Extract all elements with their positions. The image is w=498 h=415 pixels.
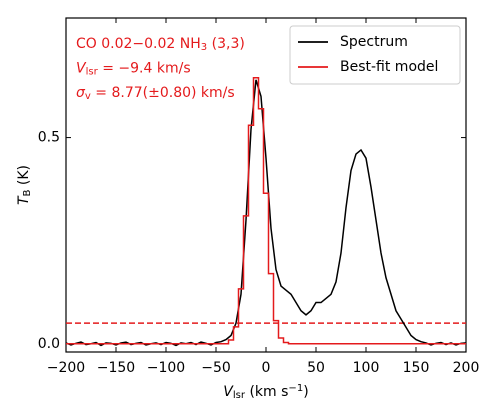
legend-label: Spectrum (340, 34, 408, 50)
series-line (66, 77, 466, 345)
x-tick-label: −150 (97, 360, 135, 376)
x-axis-label: Vlsr (km s−1) (223, 383, 309, 401)
italic-part: T (16, 195, 32, 205)
y-axis-label: TB (K) (16, 165, 33, 205)
subscript: lsr (233, 390, 246, 401)
text-part: = −9.4 km/s (98, 61, 191, 77)
annotation: σv = 8.77(±0.80) km/s (76, 85, 235, 102)
italic-part: V (223, 384, 234, 400)
text-part: (3,3) (207, 36, 245, 52)
legend-box (289, 25, 461, 85)
x-tick-label: −200 (47, 360, 85, 376)
text-part: (K) (16, 165, 32, 190)
legend-label: Best-fit model (340, 59, 438, 75)
subscript: v (85, 91, 91, 102)
annotation: Vlsr = −9.4 km/s (76, 61, 191, 78)
text-part: CO 0.02−0.02 NH (76, 36, 201, 52)
superscript: −1 (288, 383, 303, 394)
italic-part: σ (76, 85, 86, 101)
x-tick-label: 100 (353, 360, 380, 376)
x-tick-label: 50 (307, 360, 325, 376)
subscript: 3 (201, 42, 207, 53)
annotation: CO 0.02−0.02 NH3 (3,3) (76, 36, 245, 53)
text-part: = 8.77(±0.80) km/s (91, 85, 235, 101)
subscript: B (22, 189, 33, 196)
x-tick-label: 150 (403, 360, 430, 376)
x-tick-label: −100 (147, 360, 185, 376)
y-tick-label: 0.5 (38, 130, 60, 146)
italic-part: V (76, 61, 87, 77)
text-part: ) (303, 384, 308, 400)
series-line (66, 79, 466, 347)
x-tick-label: 200 (453, 360, 480, 376)
subscript: lsr (86, 66, 99, 77)
y-tick-label: 0.0 (38, 336, 60, 352)
text-part: (km s (245, 384, 288, 400)
x-tick-label: 0 (262, 360, 271, 376)
x-tick-label: −50 (201, 360, 231, 376)
